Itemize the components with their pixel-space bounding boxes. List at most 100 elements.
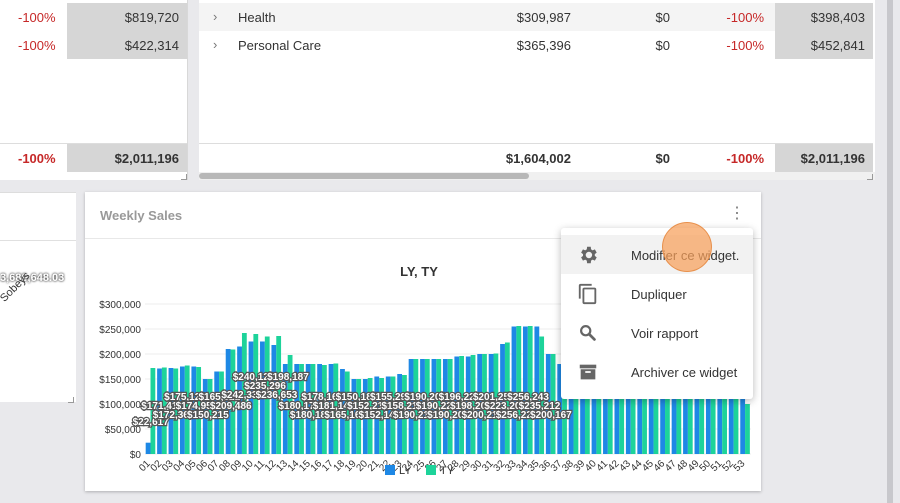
y-tick-label: $50,000 <box>105 425 142 436</box>
bar-ly <box>625 369 631 454</box>
data-label: $190,219 <box>393 410 435 421</box>
y-tick-label: $0 <box>130 450 142 461</box>
bar-ty <box>196 367 202 454</box>
search-icon <box>580 325 596 341</box>
horizontal-scrollbar[interactable] <box>199 172 875 180</box>
bar-ty <box>733 371 739 454</box>
bar-ly <box>420 359 425 454</box>
pct-cell: -100% <box>726 151 764 166</box>
data-label: $200,210 <box>461 410 503 421</box>
bar-ly <box>694 371 700 454</box>
bar-ly <box>591 369 597 454</box>
weekly-sales-chart: LY, TY $0 $50,000 $100,000 $150,000 $200,000… <box>99 264 751 477</box>
data-label: $181,145 <box>313 401 355 412</box>
menu-item-duplicate[interactable]: Dupliquer <box>561 274 753 313</box>
chevron-right-icon[interactable]: › <box>213 9 218 24</box>
total-cell: $2,011,196 <box>67 144 187 172</box>
bar-ly <box>465 356 471 454</box>
menu-item-label: Voir rapport <box>631 326 699 341</box>
bar-ty <box>459 356 465 454</box>
bar-ty <box>321 365 327 454</box>
bar-ty <box>333 363 339 454</box>
bar-ty <box>470 355 476 454</box>
widget-title: Weekly Sales <box>100 208 183 223</box>
total-cell: $819,720 <box>67 3 187 31</box>
pct-cell: -100% <box>18 10 56 25</box>
data-label: $165,169 <box>324 410 366 421</box>
widget-context-menu: Modifier ce widget. Dupliquer Voir rappo… <box>561 228 753 399</box>
bar-ly <box>157 368 162 454</box>
gear-icon <box>581 246 597 264</box>
data-label: $242,332 <box>221 390 263 401</box>
bar-ty <box>253 334 259 454</box>
bar-ty <box>276 336 282 454</box>
bar-ly <box>728 371 734 454</box>
menu-item-archive-widget[interactable]: Archiver ce widget <box>561 352 753 391</box>
data-label: $198,205 <box>450 401 492 412</box>
resize-handle[interactable] <box>181 174 187 180</box>
bar-ly <box>340 369 345 454</box>
bar-ty <box>493 353 499 454</box>
table-total-row: $1,604,002 $0 -100% $2,011,196 <box>199 143 873 172</box>
bar-ly <box>511 326 517 454</box>
total-cell: $452,841 <box>775 31 873 59</box>
ly-cell: $365,396 <box>516 38 571 53</box>
bar-ty <box>219 371 224 454</box>
bar-ty <box>390 376 396 454</box>
bar-ly <box>648 369 654 454</box>
bar-ty <box>607 368 613 454</box>
data-label: $172,367 <box>153 410 195 421</box>
bar-ly <box>237 346 242 454</box>
bar-ty <box>230 349 236 454</box>
menu-item-edit-widget[interactable]: Modifier ce widget. <box>561 235 753 274</box>
pct-cell: -100% <box>726 10 764 25</box>
data-label: $209,486 <box>210 401 252 412</box>
chevron-right-icon[interactable]: › <box>213 37 218 52</box>
bar-ly <box>705 371 711 454</box>
x-tick-label: 53 <box>732 458 748 474</box>
bar-ly <box>305 364 311 454</box>
bar-ty <box>676 368 682 454</box>
bar-ty <box>241 333 247 454</box>
page-scrollbar[interactable] <box>887 0 893 503</box>
ly-cell: $309,987 <box>516 10 571 25</box>
bar-ly <box>523 326 528 454</box>
bar-ly <box>260 341 265 454</box>
y-tick-label: $100,000 <box>99 400 141 411</box>
bar-ty <box>436 359 442 454</box>
bar-ly <box>545 354 551 454</box>
resize-handle[interactable] <box>867 174 873 180</box>
bar-ly <box>145 442 151 454</box>
bar-ty <box>413 359 419 454</box>
widget-divider <box>0 240 76 241</box>
data-label: $178,167 <box>301 392 343 403</box>
data-label: $235,296 <box>244 381 286 392</box>
menu-item-view-report[interactable]: Voir rapport <box>561 313 753 352</box>
resize-handle[interactable] <box>68 397 74 403</box>
vertical-ellipsis-icon[interactable]: ⋮ <box>729 205 745 222</box>
bar-ly <box>431 359 437 454</box>
bar-ty <box>699 371 705 454</box>
bar-ty <box>710 371 716 454</box>
horizontal-scrollbar-thumb[interactable] <box>199 173 529 179</box>
data-label: $22,617 <box>133 417 170 428</box>
data-label: $201,256 <box>473 392 515 403</box>
pct-cell: -100% <box>18 38 56 53</box>
data-label: $150,185 <box>336 392 378 403</box>
bar-ly <box>557 364 563 454</box>
table-row[interactable]: › Health $309,987 $0 -100% $398,403 <box>199 3 873 31</box>
menu-item-label: Modifier ce widget. <box>631 248 740 263</box>
total-cell: $398,403 <box>775 3 873 31</box>
data-label: $235,212 <box>519 401 561 412</box>
bar-ty <box>207 379 213 454</box>
table-row[interactable]: › Personal Care $365,396 $0 -100% $452,8… <box>199 31 873 59</box>
menu-item-label: Archiver ce widget <box>631 365 738 380</box>
bar-ty <box>356 379 362 454</box>
bar-ty <box>562 364 567 454</box>
bar-ly <box>317 364 322 454</box>
bar-ly <box>671 369 677 454</box>
bar-ty <box>745 404 750 454</box>
menu-item-label: Dupliquer <box>631 287 687 302</box>
bar-ty <box>447 359 453 454</box>
bar-ty <box>379 378 384 454</box>
